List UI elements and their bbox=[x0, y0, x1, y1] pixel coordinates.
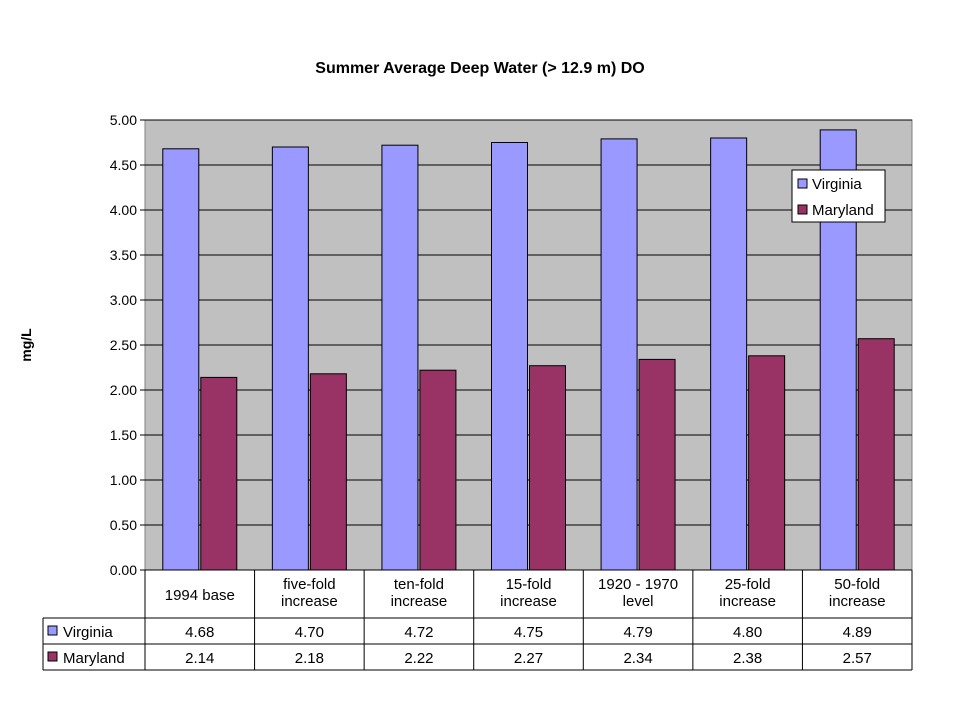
table-value: 2.34 bbox=[623, 650, 652, 667]
category-label: increase bbox=[719, 593, 776, 610]
table-value: 2.38 bbox=[733, 650, 762, 667]
table-value: 4.72 bbox=[404, 624, 433, 641]
bar-virginia bbox=[600, 138, 638, 571]
table-value: 4.89 bbox=[843, 624, 872, 641]
table-value: 4.68 bbox=[185, 624, 214, 641]
category-label: increase bbox=[500, 593, 557, 610]
bar-virginia bbox=[271, 146, 309, 571]
bar-virginia bbox=[162, 148, 200, 571]
legend-swatch bbox=[797, 204, 808, 215]
y-tick-label: 0.50 bbox=[110, 517, 137, 533]
table-value: 4.79 bbox=[623, 624, 652, 641]
y-axis-ticks: 0.00 0.50 1.00 1.50 2.00 2.50 3.00 3.50 4.00 4.50… bbox=[110, 112, 145, 578]
category-label: increase bbox=[829, 593, 886, 610]
y-tick-label: 5.00 bbox=[110, 112, 137, 128]
y-tick-label: 1.50 bbox=[110, 427, 137, 443]
y-tick-label: 1.00 bbox=[110, 472, 137, 488]
table-value: 4.75 bbox=[514, 624, 543, 641]
table-value: 4.70 bbox=[295, 624, 324, 641]
table-value: 2.57 bbox=[843, 650, 872, 667]
y-tick-label: 4.00 bbox=[110, 202, 137, 218]
y-tick-label: 3.50 bbox=[110, 247, 137, 263]
category-label: increase bbox=[281, 593, 338, 610]
bar-maryland bbox=[529, 365, 566, 571]
category-label: 1994 base bbox=[165, 587, 235, 604]
legend-label: Virginia bbox=[812, 176, 862, 193]
table-legend-swatch bbox=[47, 625, 58, 636]
bar-maryland bbox=[200, 376, 238, 571]
table-value: 2.14 bbox=[185, 650, 214, 667]
chart-title: Summer Average Deep Water (> 12.9 m) DO bbox=[315, 60, 644, 77]
table-series-name: Virginia bbox=[63, 624, 113, 641]
bar-maryland bbox=[419, 369, 457, 571]
table-series-name: Maryland bbox=[63, 650, 125, 667]
bar-maryland bbox=[638, 358, 676, 571]
y-tick-label: 3.00 bbox=[110, 292, 137, 308]
category-label: five-fold bbox=[283, 576, 336, 593]
bar-maryland bbox=[309, 373, 347, 571]
bars bbox=[162, 129, 895, 571]
bar-maryland bbox=[748, 355, 786, 571]
category-label: 25-fold bbox=[725, 576, 771, 593]
y-tick-label: 2.00 bbox=[110, 382, 137, 398]
bar-virginia bbox=[381, 144, 419, 571]
y-tick-label: 0.00 bbox=[110, 562, 137, 578]
category-label: 1920 - 1970 bbox=[598, 576, 678, 593]
table-legend-swatch bbox=[47, 651, 58, 662]
category-label: 50-fold bbox=[834, 576, 880, 593]
category-label: increase bbox=[391, 593, 448, 610]
table-value: 4.80 bbox=[733, 624, 762, 641]
legend-label: Maryland bbox=[812, 202, 874, 219]
category-label: ten-fold bbox=[394, 576, 444, 593]
bar-maryland bbox=[857, 338, 895, 571]
table-value: 2.27 bbox=[514, 650, 543, 667]
data-table: 1994 basefive-foldincreaseten-foldincrea… bbox=[42, 569, 913, 671]
legend-swatch bbox=[797, 178, 808, 189]
table-value: 2.18 bbox=[295, 650, 324, 667]
y-tick-label: 2.50 bbox=[110, 337, 137, 353]
category-label: 15-fold bbox=[506, 576, 552, 593]
category-label: level bbox=[623, 593, 654, 610]
y-axis-label: mg/L bbox=[18, 328, 34, 362]
y-tick-label: 4.50 bbox=[110, 157, 137, 173]
bar-virginia bbox=[710, 137, 748, 571]
table-value: 2.22 bbox=[404, 650, 433, 667]
bar-virginia bbox=[491, 142, 528, 571]
legend: Virginia Maryland bbox=[791, 169, 886, 223]
